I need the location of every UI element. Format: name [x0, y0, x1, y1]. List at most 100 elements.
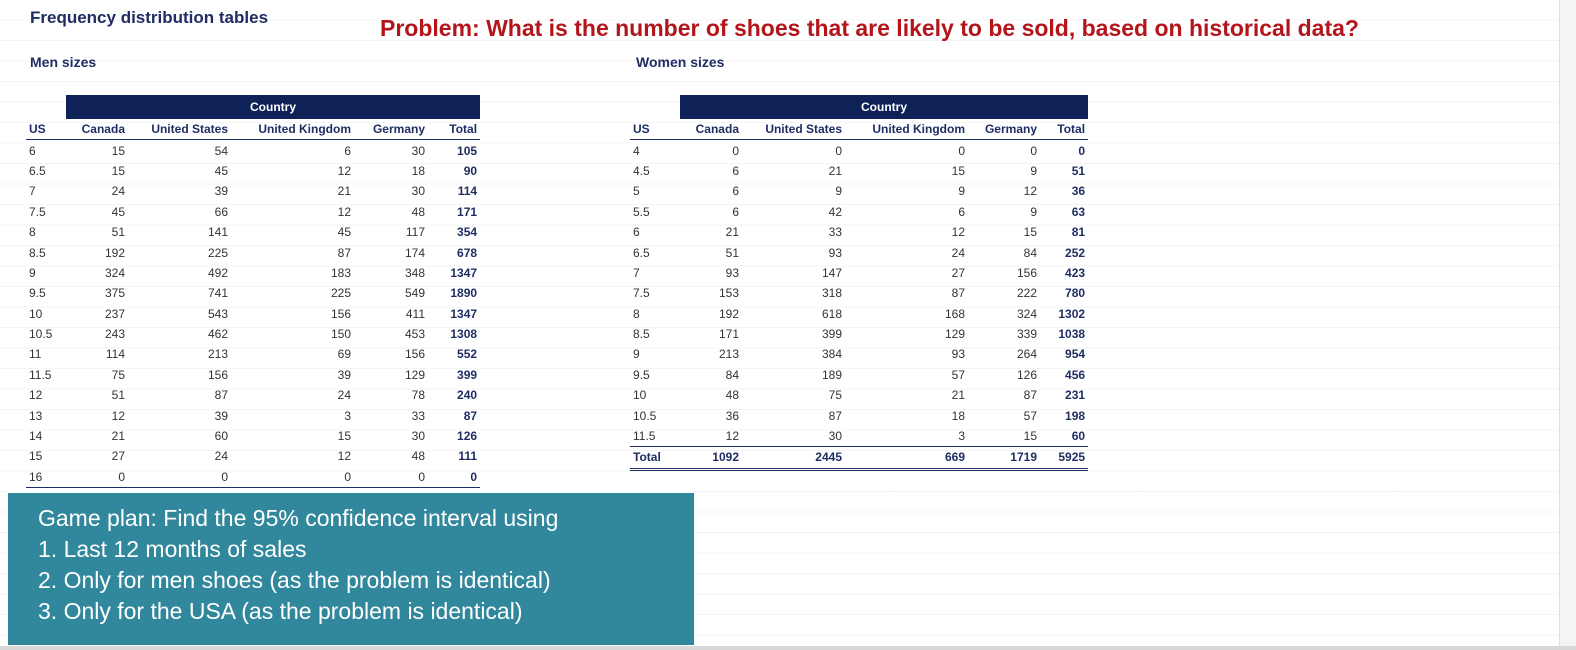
- table-cell[interactable]: 81: [1071, 225, 1086, 240]
- table-cell[interactable]: 11.5: [633, 429, 656, 444]
- table-cell[interactable]: 222: [1016, 286, 1037, 301]
- table-cell[interactable]: 0: [66, 466, 128, 489]
- table-cell[interactable]: 192: [104, 245, 125, 260]
- table-cell[interactable]: 543: [207, 306, 228, 321]
- table-cell[interactable]: 6: [732, 184, 739, 199]
- table-cell[interactable]: 8.5: [29, 245, 46, 260]
- table-cell[interactable]: 33: [828, 225, 842, 240]
- table-cell[interactable]: 8.5: [633, 327, 650, 342]
- table-cell[interactable]: 9: [958, 184, 965, 199]
- table-cell[interactable]: 324: [1016, 306, 1037, 321]
- table-cell[interactable]: 87: [1023, 388, 1037, 403]
- table-cell[interactable]: 45: [111, 204, 125, 219]
- table-cell[interactable]: 63: [1071, 204, 1086, 219]
- table-cell[interactable]: 156: [330, 306, 351, 321]
- table-cell[interactable]: 87: [951, 286, 965, 301]
- table-cell[interactable]: 111: [458, 449, 478, 464]
- table-cell[interactable]: 24: [111, 184, 125, 199]
- table-cell[interactable]: 6.5: [29, 163, 46, 178]
- table-cell[interactable]: 2445: [742, 446, 845, 471]
- table-cell[interactable]: 1890: [450, 286, 478, 301]
- table-cell[interactable]: 1347: [450, 306, 478, 321]
- table-cell[interactable]: 126: [457, 429, 478, 444]
- table-cell[interactable]: 243: [104, 327, 125, 342]
- table-cell[interactable]: 324: [104, 265, 125, 280]
- table-cell[interactable]: 21: [828, 163, 842, 178]
- table-cell[interactable]: 87: [463, 408, 478, 423]
- table-cell[interactable]: 15: [29, 449, 43, 464]
- table-cell[interactable]: 51: [111, 225, 125, 240]
- table-cell[interactable]: 9: [633, 347, 640, 362]
- table-cell[interactable]: 12: [337, 204, 351, 219]
- table-cell[interactable]: 114: [105, 347, 125, 362]
- table-cell[interactable]: 6.5: [633, 245, 650, 260]
- table-cell[interactable]: 399: [457, 367, 478, 382]
- table-cell[interactable]: 453: [404, 327, 425, 342]
- table-cell[interactable]: 0: [428, 466, 481, 489]
- table-cell[interactable]: 93: [725, 265, 739, 280]
- table-cell[interactable]: 462: [207, 327, 228, 342]
- table-cell[interactable]: 15: [111, 163, 125, 178]
- table-cell[interactable]: 75: [111, 367, 125, 382]
- table-cell[interactable]: 14: [29, 429, 43, 444]
- table-cell[interactable]: 84: [725, 367, 739, 382]
- table-cell[interactable]: 225: [207, 245, 228, 260]
- table-cell[interactable]: 231: [1065, 388, 1086, 403]
- table-cell[interactable]: 0: [958, 143, 965, 158]
- table-cell[interactable]: 12: [111, 408, 125, 423]
- table-cell[interactable]: 15: [337, 429, 351, 444]
- table-cell[interactable]: Total: [630, 446, 680, 471]
- table-cell[interactable]: 9: [1030, 204, 1037, 219]
- table-cell[interactable]: 10.5: [29, 327, 53, 342]
- table-cell[interactable]: 7: [633, 265, 640, 280]
- table-cell[interactable]: 6: [732, 163, 739, 178]
- table-cell[interactable]: 780: [1065, 286, 1086, 301]
- table-cell[interactable]: 5.5: [633, 204, 650, 219]
- table-cell[interactable]: 39: [214, 408, 228, 423]
- table-cell[interactable]: 0: [732, 143, 739, 158]
- table-cell[interactable]: 36: [725, 408, 739, 423]
- table-cell[interactable]: 51: [1071, 163, 1086, 178]
- table-cell[interactable]: 6: [344, 143, 351, 158]
- table-cell[interactable]: 1347: [450, 265, 478, 280]
- table-cell[interactable]: 39: [337, 367, 351, 382]
- table-cell[interactable]: 11: [29, 347, 42, 362]
- table-cell[interactable]: 10.5: [633, 408, 657, 423]
- table-cell[interactable]: 78: [411, 388, 425, 403]
- table-cell[interactable]: 69: [337, 347, 351, 362]
- table-cell[interactable]: 9: [835, 184, 842, 199]
- table-cell[interactable]: 354: [457, 225, 478, 240]
- table-cell[interactable]: 13: [29, 408, 43, 423]
- table-cell[interactable]: 48: [411, 449, 425, 464]
- table-cell[interactable]: 27: [111, 449, 125, 464]
- table-cell[interactable]: 10: [29, 306, 43, 321]
- table-cell[interactable]: 669: [845, 446, 968, 471]
- table-cell[interactable]: 318: [821, 286, 842, 301]
- table-cell[interactable]: 15: [111, 143, 125, 158]
- table-cell[interactable]: 141: [207, 225, 228, 240]
- table-cell[interactable]: 21: [337, 184, 351, 199]
- table-cell[interactable]: 0: [231, 466, 354, 489]
- table-cell[interactable]: 198: [1065, 408, 1086, 423]
- table-cell[interactable]: 105: [457, 143, 478, 158]
- table-cell[interactable]: 348: [404, 265, 425, 280]
- table-cell[interactable]: 12: [337, 449, 351, 464]
- table-cell[interactable]: 126: [1016, 367, 1037, 382]
- table-cell[interactable]: 42: [828, 204, 842, 219]
- table-cell[interactable]: 45: [214, 163, 228, 178]
- table-cell[interactable]: 237: [104, 306, 125, 321]
- table-cell[interactable]: 0: [354, 466, 428, 489]
- table-cell[interactable]: 60: [1071, 429, 1086, 444]
- table-cell[interactable]: 117: [405, 225, 425, 240]
- table-cell[interactable]: 60: [214, 429, 228, 444]
- table-cell[interactable]: 411: [405, 306, 425, 321]
- table-cell[interactable]: 156: [207, 367, 228, 382]
- table-cell[interactable]: 618: [821, 306, 842, 321]
- table-cell[interactable]: 10: [633, 388, 647, 403]
- table-cell[interactable]: 399: [821, 327, 842, 342]
- table-cell[interactable]: 213: [207, 347, 228, 362]
- table-cell[interactable]: 171: [457, 204, 478, 219]
- table-cell[interactable]: 21: [111, 429, 125, 444]
- table-cell[interactable]: 15: [1023, 225, 1037, 240]
- table-cell[interactable]: 423: [1065, 265, 1086, 280]
